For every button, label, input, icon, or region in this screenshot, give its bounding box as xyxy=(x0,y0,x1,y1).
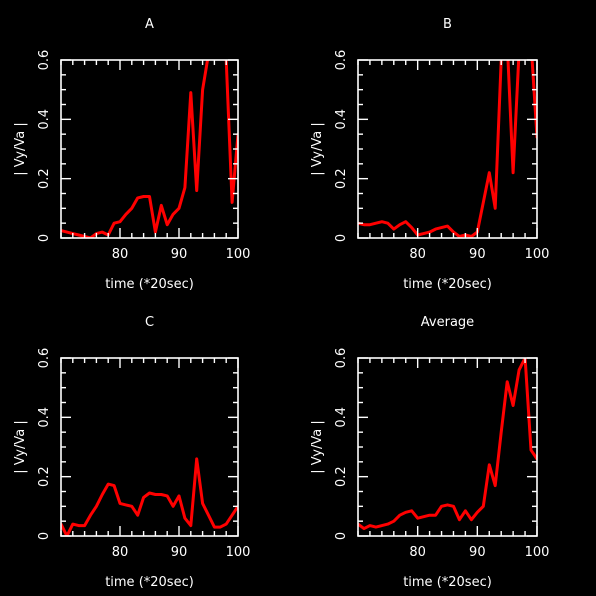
y-axis-label: | Vy/Va | xyxy=(13,420,28,474)
chart-title: C xyxy=(145,315,154,330)
x-tick-label: 90 xyxy=(171,247,188,262)
series-line xyxy=(358,60,537,238)
x-axis-label: time (*20sec) xyxy=(105,277,194,292)
chart-title: B xyxy=(443,17,452,32)
chart-panel-2: B 80 90 100 0 0.2 0.4 0.6 time (*20sec) | Vy/Va | xyxy=(310,17,549,292)
y-tick-label: 0 xyxy=(334,234,349,242)
x-tick-label: 100 xyxy=(226,247,251,262)
series-line xyxy=(358,358,537,531)
y-axis-label: | Vy/Va | xyxy=(310,420,325,474)
y-tick-label: 0.2 xyxy=(334,168,349,189)
chart-panel-3: C 80 90 100 0 0.2 0.4 0.6 time (*20sec) | Vy/Va | xyxy=(13,315,250,590)
x-tick-label: 80 xyxy=(112,545,129,560)
y-tick-label: 0.6 xyxy=(37,50,52,71)
x-tick-label: 100 xyxy=(525,545,550,560)
y-tick-label: 0 xyxy=(37,234,52,242)
x-tick-label: 90 xyxy=(469,247,486,262)
plot-frame xyxy=(60,59,239,239)
x-tick-label: 100 xyxy=(525,247,550,262)
x-tick-label: 90 xyxy=(469,545,486,560)
y-tick-label: 0.6 xyxy=(334,348,349,369)
x-tick-label: 90 xyxy=(171,545,188,560)
plot-frame xyxy=(60,357,239,537)
series-line xyxy=(61,60,238,238)
plot-frame xyxy=(357,357,538,537)
y-tick-label: 0.2 xyxy=(334,466,349,487)
y-tick-label: 0.4 xyxy=(334,109,349,130)
x-tick-label: 80 xyxy=(409,247,426,262)
y-tick-label: 0.4 xyxy=(37,407,52,428)
y-tick-label: 0 xyxy=(37,532,52,540)
y-tick-label: 0.6 xyxy=(334,50,349,71)
y-tick-label: 0 xyxy=(334,532,349,540)
y-tick-label: 0.4 xyxy=(37,109,52,130)
y-tick-label: 0.2 xyxy=(37,168,52,189)
x-tick-label: 100 xyxy=(226,545,251,560)
x-tick-label: 80 xyxy=(409,545,426,560)
y-tick-label: 0.2 xyxy=(37,466,52,487)
y-tick-label: 0.4 xyxy=(334,407,349,428)
chart-panel-4: Average 80 90 100 0 0.2 0.4 0.6 time (*20sec) | V… xyxy=(310,315,549,590)
series-line xyxy=(61,457,238,536)
y-axis-label: | Vy/Va | xyxy=(310,122,325,176)
x-tick-label: 80 xyxy=(112,247,129,262)
y-tick-label: 0.6 xyxy=(37,348,52,369)
x-axis-label: time (*20sec) xyxy=(403,277,492,292)
y-axis-label: | Vy/Va | xyxy=(13,122,28,176)
chart-title: A xyxy=(145,17,154,32)
chart-title: Average xyxy=(421,315,474,330)
x-axis-label: time (*20sec) xyxy=(403,575,492,590)
x-axis-label: time (*20sec) xyxy=(105,575,194,590)
chart-panel-1: A 80 90 100 0 0.2 0.4 0.6 time (*20sec) | Vy/Va | xyxy=(13,17,250,292)
